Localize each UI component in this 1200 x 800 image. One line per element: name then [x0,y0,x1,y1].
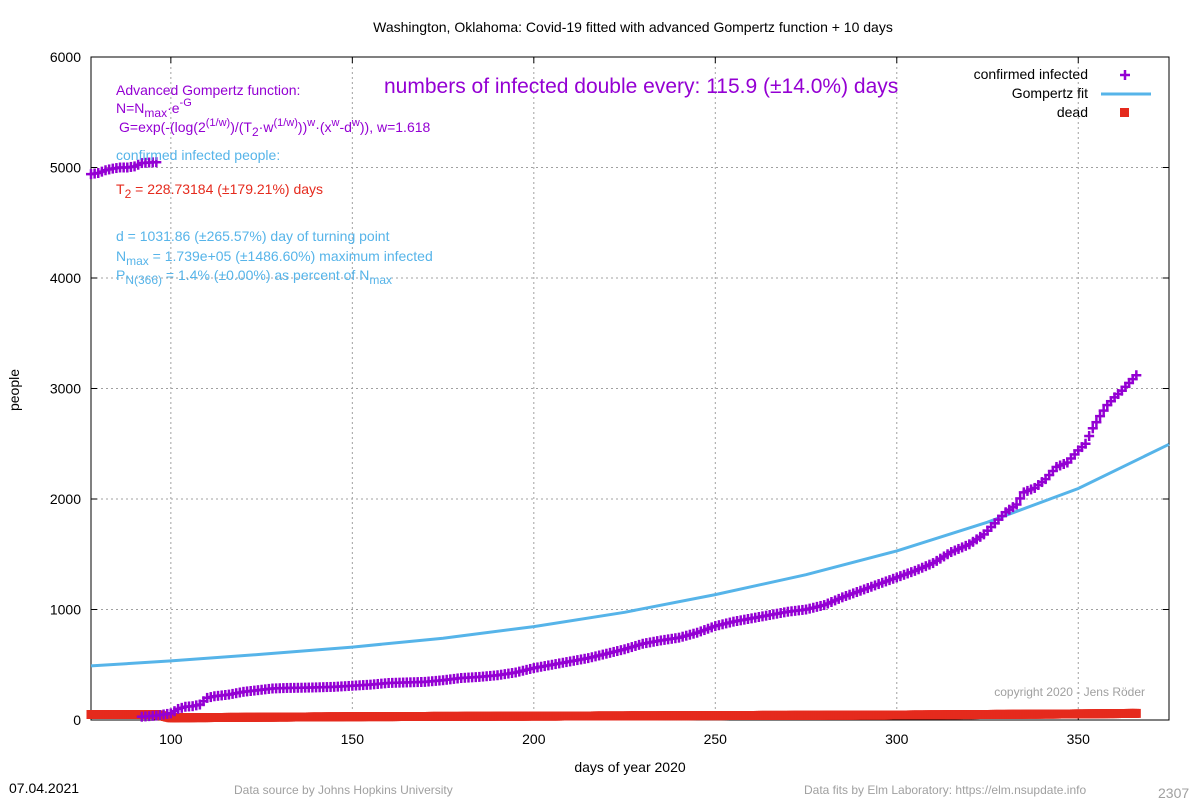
infected-point [1095,411,1106,422]
series-confirmed-infected [86,157,1142,722]
percent-text: PN(366) = 1.4% (±0.00%) as percent of Nm… [116,267,392,287]
legend-marker-dead [1120,108,1129,117]
formula-g: G=exp(-(log(2(1/w))/(T2·w(1/w)))w·(xw-dw… [119,117,431,139]
legend-label-fit: Gompertz fit [1012,85,1088,101]
series-gompertz-fit [90,442,1170,668]
x-tick-label: 250 [704,731,728,747]
dead-point [1131,708,1141,718]
x-tick-label: 100 [159,731,183,747]
infected-point [1131,370,1142,381]
x-tick-label: 200 [522,731,546,747]
infected-point [1080,438,1091,449]
y-tick-label: 2000 [50,491,81,507]
axis-ticks: 100 150 200 250 300 350 0 1000 2000 3000 4000 5000 6… [50,49,1169,747]
footer-number: 2307 [1158,785,1189,800]
y-tick-label: 1000 [50,602,81,618]
formula-heading: Advanced Gompertz function: [116,82,300,98]
t2-text: T2 = 228.73184 (±179.21%) days [116,181,323,201]
nmax-text: Nmax = 1.739e+05 (±1486.60%) maximum inf… [116,248,433,268]
legend-label-infected: confirmed infected [974,66,1088,82]
legend-marker-infected [1120,70,1130,80]
x-tick-label: 350 [1067,731,1091,747]
series-dead [86,708,1141,723]
gompertz-fit-line [90,442,1170,668]
y-tick-label: 6000 [50,49,81,65]
footer-source: Data source by Johns Hopkins University [234,783,453,797]
formula-n: N=Nmax·e-G [116,97,192,120]
y-tick-label: 4000 [50,270,81,286]
legend: confirmed infected Gompertz fit dead [974,66,1151,120]
infected-point [1015,493,1026,504]
infected-point [1087,423,1098,434]
chart-title: Washington, Oklahoma: Covid-19 fitted wi… [373,19,893,35]
grid-lines [91,57,1169,720]
y-tick-label: 3000 [50,381,81,397]
doubling-time-text: numbers of infected double every: 115.9 … [384,75,898,98]
turning-point-text: d = 1031.86 (±265.57%) day of turning po… [116,228,390,244]
footer-fits: Data fits by Elm Laboratory: https://elm… [804,783,1086,797]
infected-point [1011,499,1022,510]
infected-point [1084,431,1095,442]
y-tick-label: 0 [73,712,81,728]
infected-point [151,157,162,168]
infected-point [1091,417,1102,428]
confirmed-heading: confirmed infected people: [116,147,280,163]
x-axis-label: days of year 2020 [574,759,686,775]
legend-label-dead: dead [1057,104,1088,120]
infected-point [1098,405,1109,416]
x-tick-label: 150 [341,731,365,747]
y-tick-label: 5000 [50,160,81,176]
x-tick-label: 300 [885,731,909,747]
copyright-text: copyright 2020 - Jens Röder [994,685,1145,699]
y-axis-label: people [6,369,22,411]
footer-date: 07.04.2021 [9,780,79,796]
